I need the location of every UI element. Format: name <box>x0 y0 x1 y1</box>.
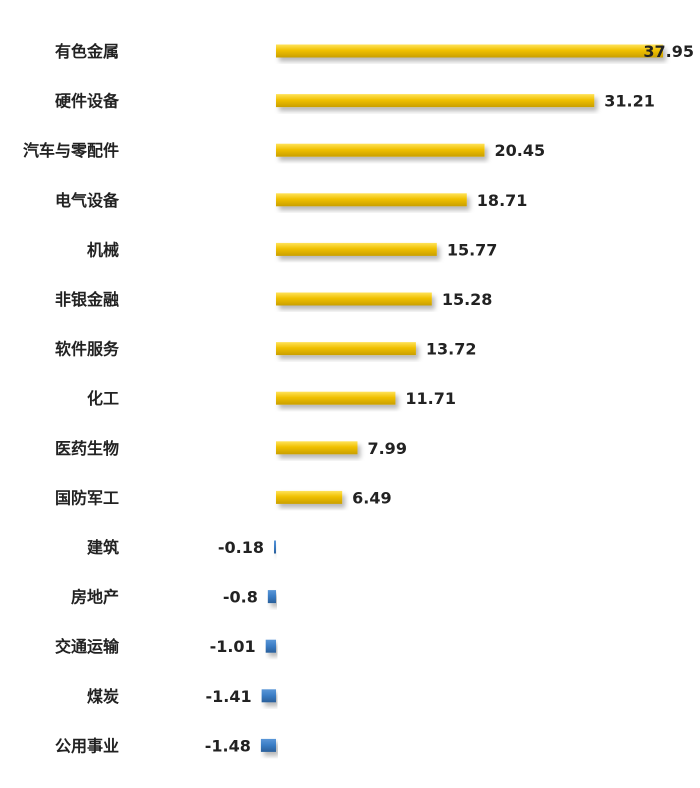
bar <box>276 342 416 356</box>
value-label: 15.28 <box>442 290 493 309</box>
value-label: 31.21 <box>604 92 655 111</box>
category-label: 有色金属 <box>55 42 119 61</box>
category-label: 机械 <box>87 240 119 259</box>
category-label: 医药生物 <box>55 439 119 458</box>
category-label: 汽车与零配件 <box>23 141 119 160</box>
bar <box>274 540 276 554</box>
category-label: 国防军工 <box>55 488 119 507</box>
category-label: 软件服务 <box>55 340 120 359</box>
value-label: -1.41 <box>205 687 251 706</box>
value-label: -1.48 <box>205 736 251 755</box>
value-label: 7.99 <box>367 439 406 458</box>
bar <box>276 391 396 405</box>
bar <box>276 490 343 504</box>
value-label: 6.49 <box>352 488 391 507</box>
category-label: 非银金融 <box>55 290 119 309</box>
bar <box>276 441 358 455</box>
bar <box>260 738 276 752</box>
category-label: 建筑 <box>87 538 119 557</box>
bar <box>276 94 595 108</box>
value-label: 15.77 <box>447 240 498 259</box>
bar <box>265 639 276 653</box>
category-label: 房地产 <box>71 588 119 607</box>
value-label: 13.72 <box>426 340 477 359</box>
bar <box>276 44 663 58</box>
value-label: 20.45 <box>495 141 546 160</box>
labels-layer: 有色金属 37.95 硬件设备 31.21 汽车与零配件 20.45 电气设备 18.71 机械… <box>23 42 694 755</box>
value-label: 18.71 <box>477 191 528 210</box>
category-label: 煤炭 <box>87 687 119 706</box>
category-label: 化工 <box>87 389 119 408</box>
category-label: 公用事业 <box>55 736 119 755</box>
category-label: 交通运输 <box>55 637 120 656</box>
bar <box>276 292 432 306</box>
bar <box>276 242 437 256</box>
category-label: 电气设备 <box>55 191 120 210</box>
value-label: -1.01 <box>210 637 256 656</box>
bar <box>276 193 467 207</box>
value-label: -0.18 <box>218 538 264 557</box>
bars-layer <box>260 44 663 752</box>
bar <box>267 590 276 604</box>
value-label: -0.8 <box>223 588 258 607</box>
bar <box>276 143 485 157</box>
value-label: 11.71 <box>405 389 456 408</box>
bar <box>261 689 276 703</box>
category-label: 硬件设备 <box>55 92 120 111</box>
value-label: 37.95 <box>643 42 694 61</box>
